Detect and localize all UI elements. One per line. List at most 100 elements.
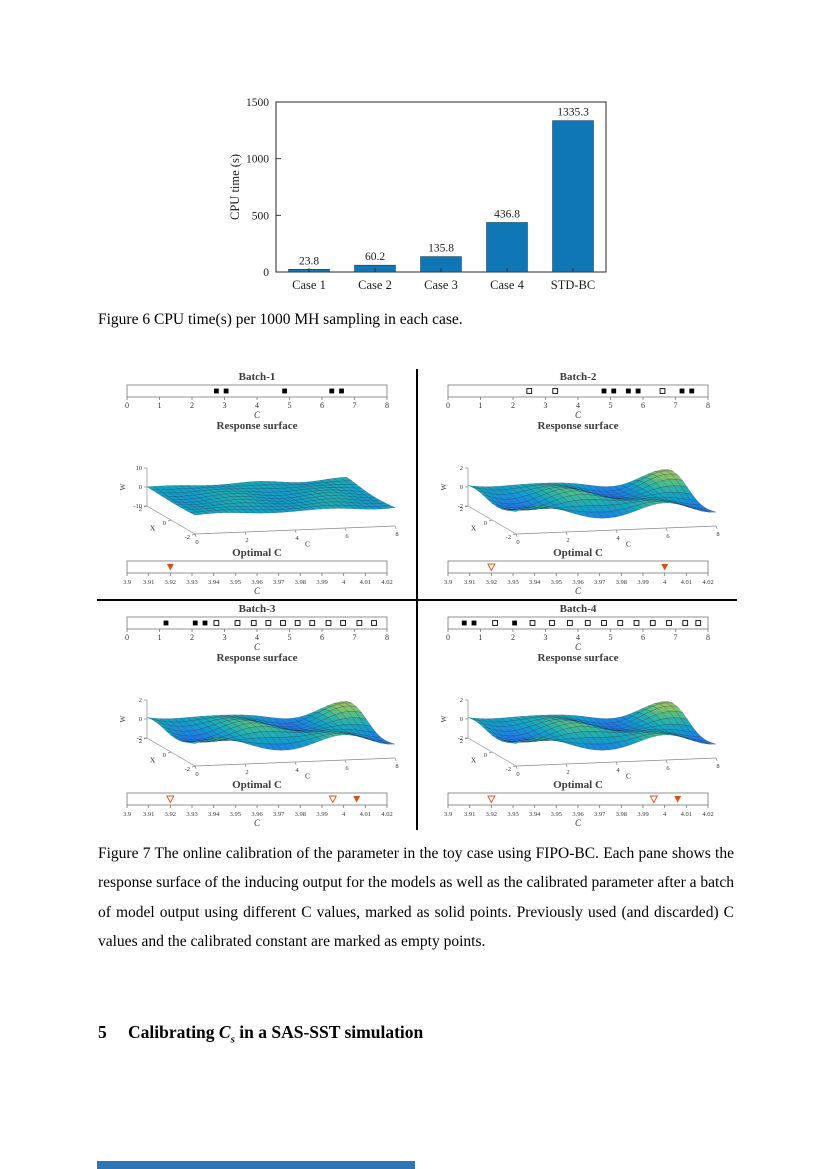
svg-text:3.94: 3.94 <box>208 811 220 818</box>
svg-text:Case 1: Case 1 <box>292 278 326 292</box>
svg-text:4: 4 <box>576 401 580 410</box>
svg-text:3.91: 3.91 <box>143 579 154 586</box>
svg-text:500: 500 <box>252 210 270 222</box>
svg-text:3.98: 3.98 <box>295 811 306 818</box>
svg-text:3.95: 3.95 <box>230 811 241 818</box>
svg-text:3.97: 3.97 <box>594 811 606 818</box>
optimal-c-title: Optimal C <box>232 547 282 559</box>
response-surface-title: Response surface <box>216 420 298 432</box>
svg-text:0: 0 <box>446 401 450 410</box>
svg-text:3: 3 <box>544 633 548 642</box>
svg-text:3: 3 <box>544 401 548 410</box>
svg-text:0: 0 <box>446 633 450 642</box>
svg-text:4: 4 <box>255 401 259 410</box>
svg-text:3.98: 3.98 <box>616 579 627 586</box>
svg-text:1: 1 <box>479 633 483 642</box>
svg-text:3.95: 3.95 <box>230 579 241 586</box>
svg-text:3.91: 3.91 <box>464 811 475 818</box>
svg-text:7: 7 <box>353 633 357 642</box>
svg-text:3.9: 3.9 <box>123 579 131 586</box>
svg-text:3.99: 3.99 <box>637 579 648 586</box>
svg-text:3.99: 3.99 <box>316 811 327 818</box>
calibration-panel-3: Batch-3 0 1 2 3 4 5 6 7 8 C Response surface Optimal… <box>107 603 407 829</box>
svg-text:6: 6 <box>641 401 645 410</box>
svg-text:3.94: 3.94 <box>208 579 220 586</box>
svg-text:3.97: 3.97 <box>273 579 285 586</box>
svg-text:C: C <box>254 586 261 596</box>
svg-text:0: 0 <box>263 267 269 279</box>
section-number: 5 <box>98 1022 107 1042</box>
svg-text:4.01: 4.01 <box>360 811 371 818</box>
svg-text:3.96: 3.96 <box>572 811 584 818</box>
svg-text:8: 8 <box>706 401 710 410</box>
svg-text:1500: 1500 <box>246 97 269 109</box>
svg-text:60.2: 60.2 <box>365 251 385 263</box>
svg-text:4: 4 <box>342 579 346 586</box>
response-surface-plot <box>428 665 728 779</box>
section-heading: 5 Calibrating Cs in a SAS-SST simulation <box>98 1022 423 1046</box>
svg-text:3.94: 3.94 <box>529 579 541 586</box>
svg-text:3: 3 <box>223 401 227 410</box>
svg-text:4: 4 <box>663 579 667 586</box>
svg-text:3.95: 3.95 <box>551 811 562 818</box>
svg-text:4.01: 4.01 <box>681 579 692 586</box>
batch-strip-plot: 0 1 2 3 4 5 6 7 8 C <box>446 616 710 652</box>
optimal-c-title: Optimal C <box>553 779 603 791</box>
svg-text:C: C <box>254 642 261 652</box>
optimal-c-strip-plot: 3.9 3.91 3.92 3.93 3.94 3.95 3.96 3.97 3.98 3.99 4… <box>444 792 714 828</box>
svg-text:7: 7 <box>674 401 678 410</box>
svg-text:5: 5 <box>288 633 292 642</box>
svg-text:C: C <box>575 642 582 652</box>
svg-text:1: 1 <box>479 401 483 410</box>
cpu-time-bar-chart: 0 500 1000 1500 23.8 Case 1 60.2 Case 2 135.8 Cas… <box>224 90 624 310</box>
svg-text:3.98: 3.98 <box>616 811 627 818</box>
svg-text:1: 1 <box>158 401 162 410</box>
svg-text:C: C <box>575 586 582 596</box>
svg-text:3.99: 3.99 <box>637 811 648 818</box>
response-surface-plot <box>428 433 728 547</box>
batch-title: Batch-4 <box>559 603 597 615</box>
svg-text:5: 5 <box>288 401 292 410</box>
svg-text:2: 2 <box>511 633 515 642</box>
svg-text:436.8: 436.8 <box>494 208 520 220</box>
batch-strip-plot: 0 1 2 3 4 5 6 7 8 C <box>125 616 389 652</box>
svg-text:3.96: 3.96 <box>251 579 263 586</box>
svg-text:C: C <box>575 410 582 420</box>
svg-text:3.9: 3.9 <box>123 811 131 818</box>
svg-text:C: C <box>254 818 261 828</box>
calibration-panel-grid: Batch-1 0 1 2 3 4 5 6 7 8 C Response surface Optimal… <box>97 369 737 830</box>
svg-text:3.94: 3.94 <box>529 811 541 818</box>
svg-text:Case 4: Case 4 <box>490 278 524 292</box>
optimal-c-strip-plot: 3.9 3.91 3.92 3.93 3.94 3.95 3.96 3.97 3.98 3.99 4… <box>444 560 714 596</box>
batch-title: Batch-3 <box>238 603 276 615</box>
svg-text:6: 6 <box>320 401 324 410</box>
svg-text:3.98: 3.98 <box>295 579 306 586</box>
svg-text:135.8: 135.8 <box>428 243 454 255</box>
batch-strip-plot: 0 1 2 3 4 5 6 7 8 C <box>125 384 389 420</box>
svg-text:0: 0 <box>125 401 129 410</box>
svg-text:4.01: 4.01 <box>681 811 692 818</box>
svg-text:7: 7 <box>353 401 357 410</box>
svg-text:1: 1 <box>158 633 162 642</box>
svg-text:4.02: 4.02 <box>381 811 392 818</box>
svg-text:3: 3 <box>223 633 227 642</box>
svg-text:2: 2 <box>190 401 194 410</box>
batch-title: Batch-1 <box>238 371 276 383</box>
response-surface-plot <box>107 433 407 547</box>
svg-text:4.01: 4.01 <box>360 579 371 586</box>
svg-text:3.93: 3.93 <box>186 579 197 586</box>
svg-text:4.02: 4.02 <box>702 811 713 818</box>
optimal-c-title: Optimal C <box>553 547 603 559</box>
svg-text:Case 2: Case 2 <box>358 278 392 292</box>
footer-accent-bar <box>97 1161 415 1169</box>
svg-text:3.93: 3.93 <box>186 811 197 818</box>
batch-title: Batch-2 <box>559 371 597 383</box>
svg-text:4.02: 4.02 <box>702 579 713 586</box>
svg-text:2: 2 <box>511 401 515 410</box>
figure6-caption: Figure 6 CPU time(s) per 1000 MH samplin… <box>98 311 463 328</box>
calibration-panel-2: Batch-2 0 1 2 3 4 5 6 7 8 C Response surface Optimal… <box>428 371 728 597</box>
svg-text:3.97: 3.97 <box>273 811 285 818</box>
response-surface-title: Response surface <box>216 652 298 664</box>
svg-text:3.9: 3.9 <box>444 811 452 818</box>
svg-text:0: 0 <box>125 633 129 642</box>
